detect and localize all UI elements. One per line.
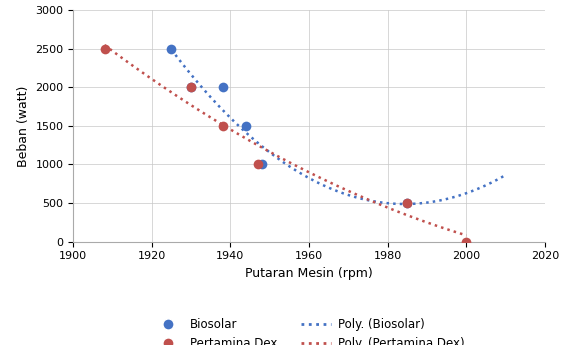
Point [462,239,471,244]
X-axis label: Putaran Mesin (rpm): Putaran Mesin (rpm) [245,267,373,280]
Point [403,200,412,206]
Point [100,46,109,52]
Point [257,162,266,167]
Legend: Biosolar, Pertamina Dex, Poly. (Biosolar), Poly. (Pertamina Dex): Biosolar, Pertamina Dex, Poly. (Biosolar… [148,312,470,345]
Point [218,85,227,90]
Point [187,85,196,90]
Point [403,200,412,206]
Point [167,46,176,52]
Point [253,162,262,167]
Point [242,123,251,129]
Point [187,85,196,90]
Point [218,123,227,129]
Y-axis label: Beban (watt): Beban (watt) [17,85,30,167]
